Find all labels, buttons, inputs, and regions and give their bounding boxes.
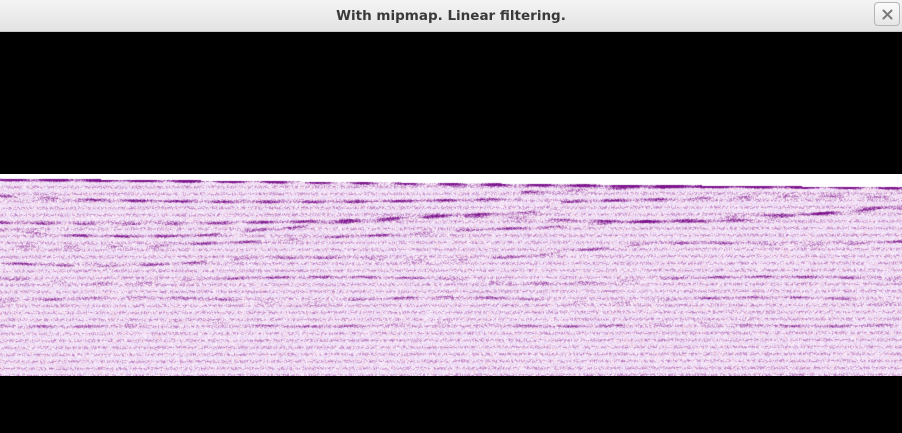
seismic-canvas: [0, 174, 902, 376]
window-title: With mipmap. Linear filtering.: [336, 8, 566, 24]
close-icon: [882, 9, 893, 20]
seismic-texture-image: [0, 174, 902, 376]
render-viewport[interactable]: [0, 32, 902, 433]
close-button[interactable]: [874, 2, 900, 26]
title-bar[interactable]: With mipmap. Linear filtering.: [0, 0, 902, 32]
